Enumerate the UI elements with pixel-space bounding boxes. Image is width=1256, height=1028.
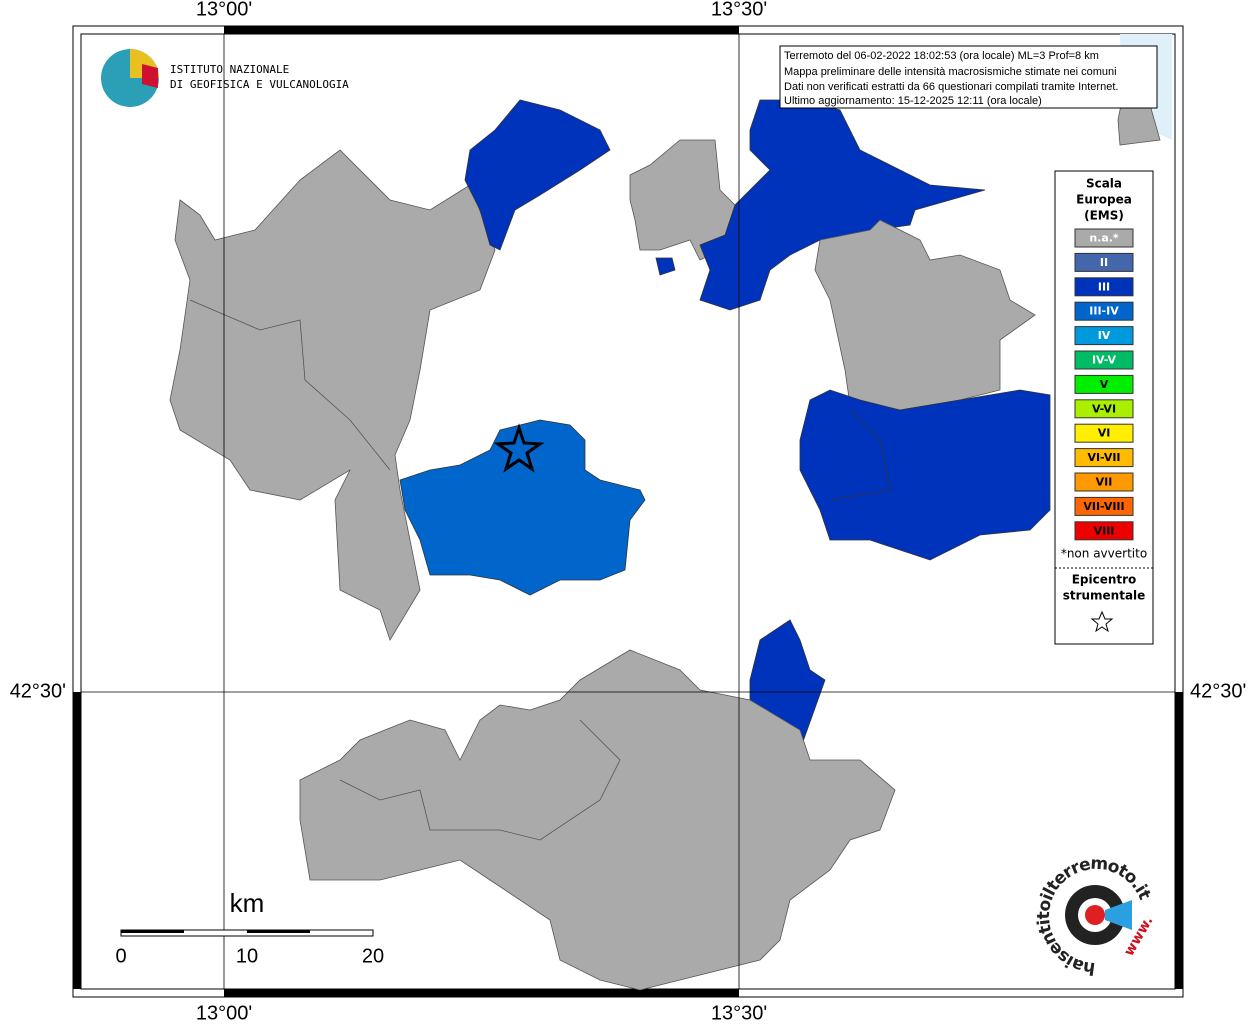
frame-band — [224, 26, 739, 34]
info-line: Ultimo aggiornamento: 15-12-2025 12:11 (… — [784, 95, 1042, 107]
legend-label: V — [1100, 378, 1109, 391]
logo-text: DI GEOFISICA E VULCANOLOGIA — [170, 78, 349, 91]
legend-label: VIII — [1094, 524, 1115, 537]
legend-swatch — [1074, 350, 1134, 370]
legend-epicenter: strumentale — [1063, 589, 1146, 603]
scale-bar: km 0 10 20 — [115, 888, 384, 967]
legend: Scala Europea (EMS) *non avvertito Epice… — [1054, 170, 1154, 645]
legend-swatch — [1074, 472, 1134, 492]
legend-label: VI — [1098, 427, 1111, 440]
legend-label: IV-V — [1092, 354, 1117, 367]
legend-swatch — [1074, 252, 1134, 272]
scale-segment — [247, 930, 310, 933]
legend-note: *non avvertito — [1061, 547, 1147, 561]
municipality — [399, 419, 646, 596]
legend-swatch — [1074, 521, 1134, 541]
info-line: Dati non verificati estratti da 66 quest… — [784, 81, 1118, 93]
legend-label: n.a.* — [1089, 232, 1119, 245]
scale-unit: km — [230, 888, 265, 918]
legend-swatch — [1074, 496, 1134, 516]
legend-label: IV — [1098, 329, 1111, 342]
info-box — [779, 45, 1158, 109]
legend-title: Scala — [1086, 177, 1122, 191]
municipality — [799, 389, 1051, 561]
epicenter-star — [493, 423, 545, 473]
legend-swatch — [1074, 326, 1134, 346]
legend-label: III — [1098, 280, 1110, 293]
legend-label: II — [1100, 256, 1108, 269]
coord-label: 13°00' — [196, 0, 252, 20]
municipality — [299, 649, 896, 991]
legend-swatch — [1074, 374, 1134, 394]
border — [829, 409, 891, 501]
legend-swatch — [1074, 423, 1134, 443]
info-line: Mappa preliminare delle intensità macros… — [784, 66, 1117, 78]
legend-title: Europea — [1076, 193, 1132, 207]
legend-label: VII-VIII — [1083, 500, 1124, 513]
frame-band — [224, 989, 739, 997]
legend-title: (EMS) — [1084, 209, 1124, 223]
scale-label: 10 — [236, 945, 258, 967]
legend-epicenter: Epicentro — [1072, 573, 1137, 587]
coord-label: 13°30' — [711, 0, 767, 20]
municipality — [814, 219, 1036, 421]
legend-swatch — [1074, 228, 1134, 248]
watermark-beam — [1105, 900, 1132, 930]
info-line: Terremoto del 06-02-2022 18:02:53 (ora l… — [784, 50, 1099, 62]
scale-label: 0 — [115, 945, 126, 967]
municipality — [655, 257, 676, 276]
watermark-ring — [1085, 905, 1105, 925]
coord-label: 42°30' — [1190, 680, 1246, 702]
legend-swatch — [1074, 448, 1134, 468]
municipality — [169, 149, 496, 641]
coord-label: 13°30' — [711, 1002, 767, 1024]
border — [189, 299, 391, 471]
logo-text: ISTITUTO NAZIONALE — [170, 63, 289, 76]
legend-label: VII — [1096, 476, 1113, 489]
scale-label: 20 — [362, 945, 384, 967]
logo-segment — [142, 64, 158, 88]
legend-swatch — [1074, 399, 1134, 419]
municipality — [464, 99, 611, 251]
legend-label: VI-VII — [1087, 451, 1120, 464]
municipality — [699, 99, 986, 311]
scale-segment — [121, 930, 184, 933]
logo: ISTITUTO NAZIONALE DI GEOFISICA E VULCAN… — [101, 49, 349, 107]
border — [339, 719, 621, 841]
coord-label: 42°30' — [10, 680, 66, 702]
legend-label: V-VI — [1092, 402, 1116, 415]
frame-band — [1175, 692, 1183, 989]
coord-label: 13°00' — [196, 1002, 252, 1024]
frame-band — [73, 692, 81, 989]
legend-star — [1090, 610, 1114, 633]
legend-swatch — [1074, 301, 1134, 321]
legend-label: III-IV — [1089, 305, 1119, 318]
legend-swatch — [1074, 277, 1134, 297]
